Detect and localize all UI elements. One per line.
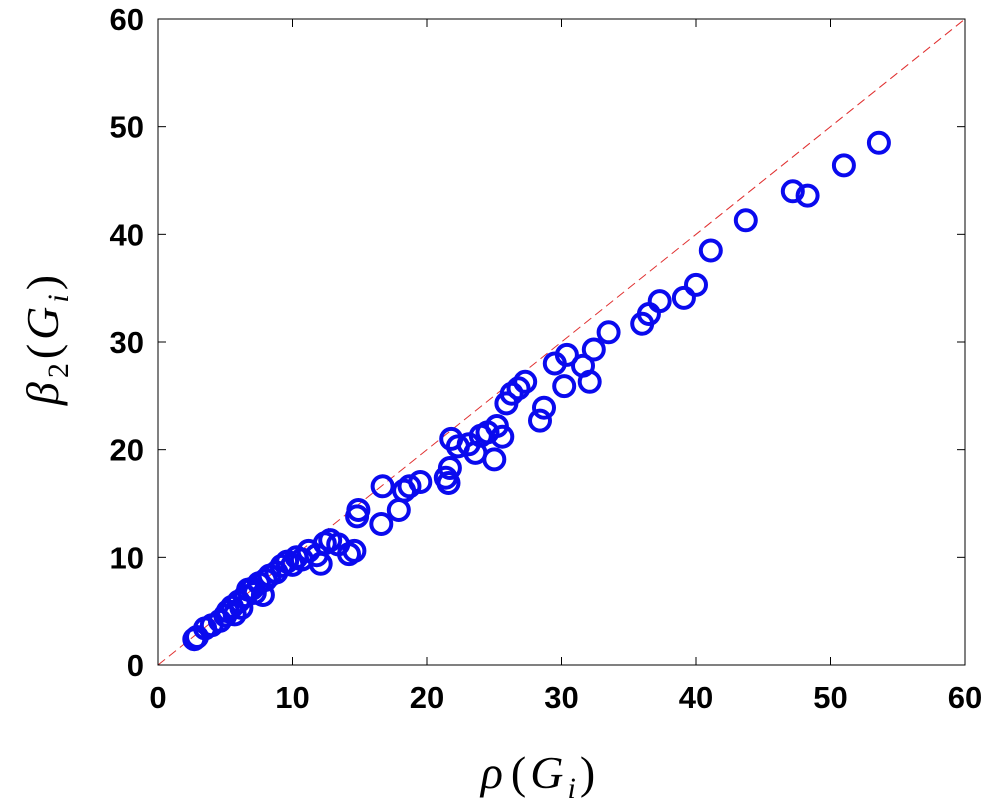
- tick-labels: 0 10 20 30 40 50 60 0 10 20 30 40 50 60: [110, 2, 983, 715]
- y-axis-label-open: (: [17, 344, 68, 359]
- y-tick-label: 50: [110, 110, 144, 145]
- data-point: [408, 470, 433, 494]
- data-point: [831, 153, 856, 178]
- data-point: [532, 395, 556, 420]
- x-tick-label: 0: [149, 680, 166, 715]
- y-axis-label-main: β: [17, 382, 68, 406]
- x-tick-label: 10: [275, 680, 309, 715]
- data-point: [795, 183, 820, 208]
- data-point: [733, 208, 758, 233]
- data-point: [346, 498, 371, 522]
- data-point: [369, 512, 394, 536]
- data-point: [684, 272, 708, 297]
- y-tick-label: 10: [110, 540, 144, 575]
- x-tick-label: 60: [948, 680, 982, 715]
- y-tick-label: 40: [110, 217, 144, 252]
- x-axis-label-close: ): [580, 747, 595, 798]
- data-point: [436, 471, 461, 495]
- y-tick-label: 20: [110, 433, 144, 468]
- data-point: [506, 376, 531, 401]
- data-point: [596, 320, 621, 345]
- x-axis-label-main: ρ: [479, 747, 503, 798]
- y-tick-label: 30: [110, 325, 144, 360]
- data-point: [370, 474, 395, 499]
- data-point: [671, 285, 696, 310]
- data-point: [698, 238, 723, 263]
- x-tick-label: 30: [544, 680, 578, 715]
- data-point: [482, 447, 507, 472]
- y-axis-label-var: G: [17, 307, 68, 340]
- data-point: [490, 424, 515, 449]
- data-point: [866, 130, 891, 155]
- plot-area: [157, 18, 966, 666]
- axes: [157, 18, 966, 666]
- x-tick-label: 40: [679, 680, 713, 715]
- y-axis-label-sub: i: [42, 294, 75, 302]
- data-point: [222, 602, 247, 627]
- x-tick-label: 20: [410, 680, 444, 715]
- data-point: [554, 342, 579, 367]
- data-point: [528, 408, 552, 433]
- y-tick-label: 0: [127, 648, 144, 683]
- data-point: [577, 369, 602, 394]
- y-axis-label-close: ): [17, 275, 68, 290]
- data-point: [342, 538, 367, 563]
- data-point: [581, 337, 606, 362]
- y-tick-label: 60: [110, 2, 144, 37]
- data-point: [437, 456, 462, 480]
- data-point: [552, 374, 577, 399]
- y-axis-label: β 2 ( G i ): [17, 275, 75, 406]
- data-point: [513, 369, 538, 394]
- data-point: [780, 179, 805, 204]
- x-axis-label: ρ ( G i ): [479, 747, 595, 803]
- x-axis-label-sub: i: [567, 772, 575, 803]
- data-point: [397, 474, 422, 499]
- x-axis-label-var: G: [530, 747, 563, 798]
- x-tick-label: 50: [813, 680, 847, 715]
- y-axis-label-main-sub: 2: [42, 363, 75, 378]
- data-point: [647, 289, 672, 314]
- x-axis-label-open: (: [511, 747, 526, 798]
